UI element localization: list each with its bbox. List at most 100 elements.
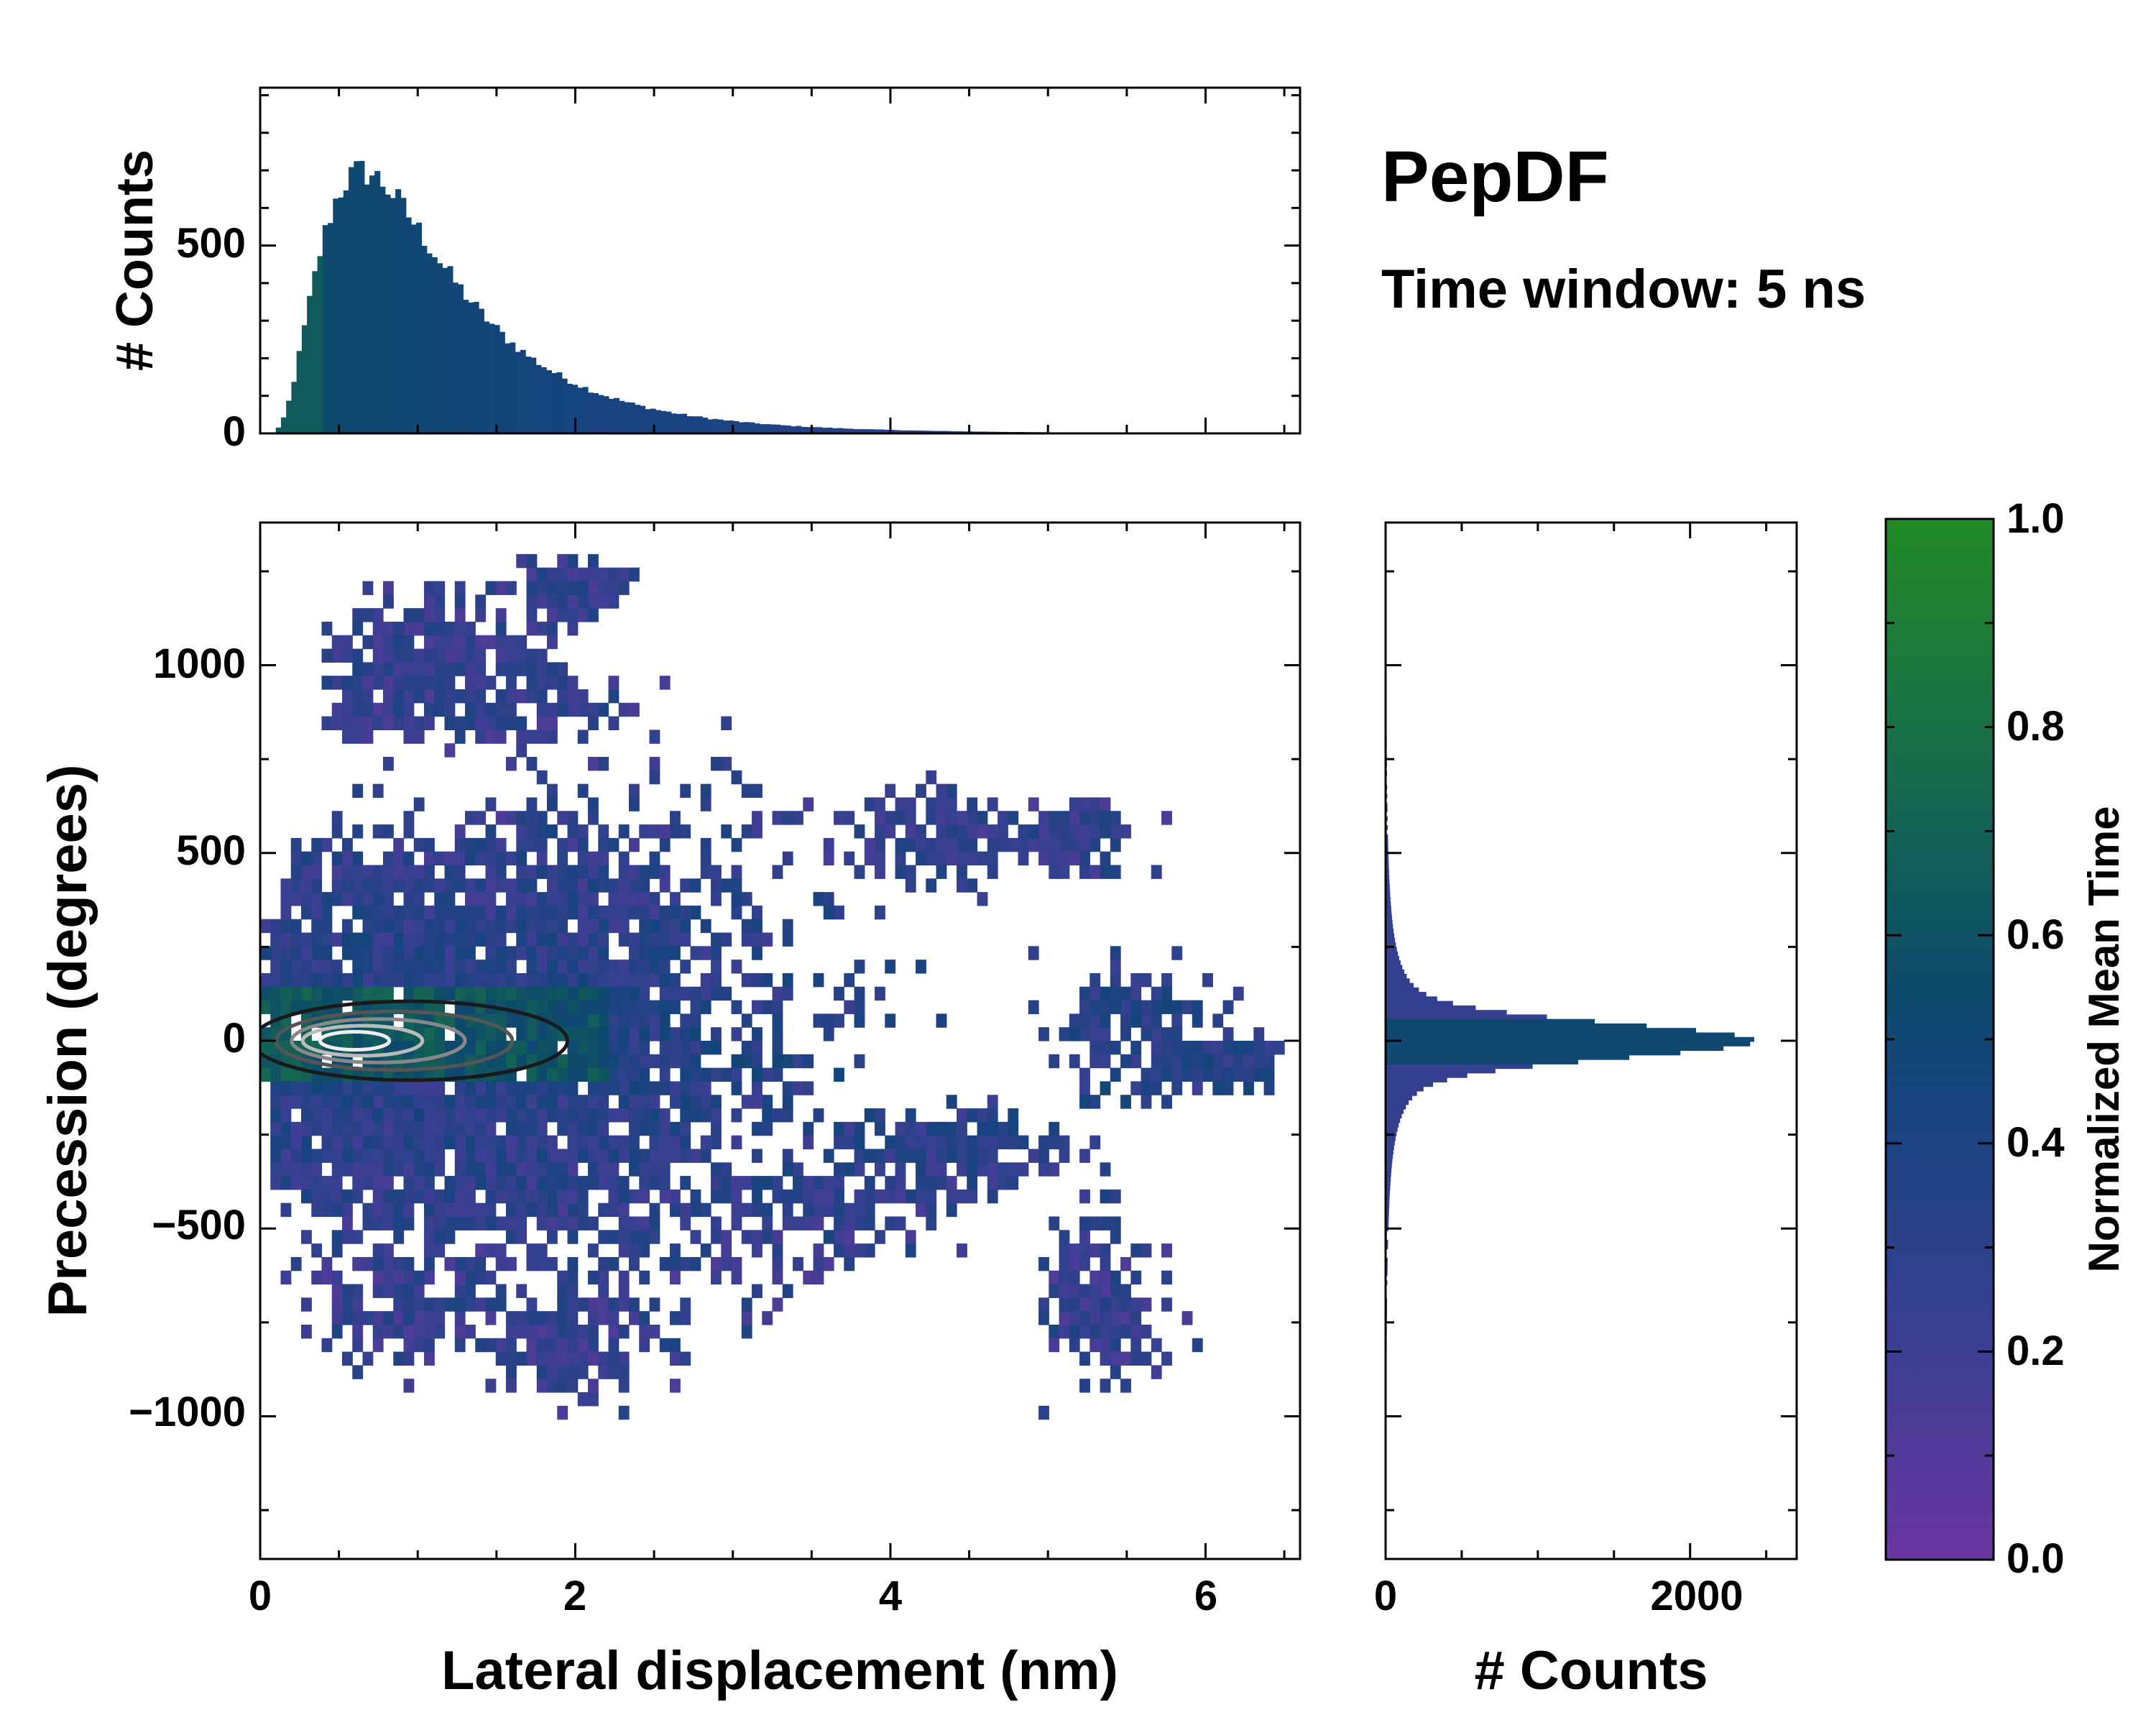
- right-hist-bar: [1386, 1072, 1468, 1078]
- right-hist-bar: [1386, 875, 1390, 880]
- main-cell: [311, 1189, 323, 1204]
- main-cell: [649, 1081, 660, 1095]
- main-cell: [403, 1284, 415, 1298]
- main-cell: [782, 932, 793, 947]
- main-cell: [1079, 1027, 1090, 1041]
- main-cell: [1100, 1311, 1111, 1325]
- main-cell: [547, 1162, 558, 1177]
- main-cell: [690, 1202, 701, 1218]
- right-hist-bar: [1386, 960, 1401, 965]
- main-cell: [659, 1189, 671, 1204]
- main-cell: [967, 824, 978, 839]
- right-hist-bar: [1386, 1018, 1595, 1024]
- main-cell: [577, 851, 589, 866]
- right-hist-bar: [1386, 1091, 1417, 1096]
- main-cell: [413, 716, 425, 730]
- main-cell: [465, 1297, 476, 1312]
- main-cell: [454, 837, 466, 852]
- main-cell: [752, 919, 763, 934]
- main-cell: [598, 1176, 609, 1190]
- main-cell: [752, 1202, 763, 1218]
- main-cell: [383, 824, 394, 839]
- main-cell: [752, 1054, 763, 1069]
- main-cell: [475, 892, 487, 906]
- top-hist-bar: [884, 429, 890, 433]
- main-cell: [588, 1379, 599, 1393]
- main-cell: [588, 1095, 599, 1109]
- main-cell: [270, 932, 282, 947]
- main-cell: [536, 1324, 548, 1339]
- main-cell: [711, 1067, 722, 1082]
- main-cell: [690, 1189, 701, 1204]
- main-cell: [618, 581, 630, 595]
- main-cell: [608, 837, 619, 852]
- main-cell: [762, 972, 773, 988]
- main-cell: [1171, 1013, 1183, 1028]
- main-cell: [321, 837, 333, 852]
- main-cell: [403, 1189, 415, 1204]
- main-cell: [895, 837, 906, 852]
- main-cell: [424, 1162, 435, 1177]
- main-cell: [752, 1067, 763, 1082]
- main-cell: [577, 594, 589, 609]
- main-plot-cells: [260, 553, 1285, 1420]
- main-cell: [588, 1067, 599, 1082]
- main-cell: [475, 986, 487, 1001]
- main-cell: [598, 1081, 609, 1095]
- main-cell: [567, 1108, 579, 1123]
- main-cell: [588, 594, 599, 609]
- main-cell: [577, 960, 589, 974]
- main-cell: [690, 1149, 701, 1163]
- main-cell: [823, 892, 834, 906]
- main-cell: [905, 1121, 916, 1136]
- main-cell: [588, 892, 599, 906]
- main-cell: [547, 1027, 558, 1041]
- main-cell: [629, 1108, 640, 1123]
- main-cell: [526, 1311, 538, 1325]
- main-cell: [618, 1095, 630, 1109]
- main-cell: [454, 689, 466, 704]
- chart-title: PepDF: [1381, 137, 1609, 217]
- main-cell: [383, 1162, 394, 1177]
- main-cell: [618, 1351, 630, 1366]
- main-cell: [526, 621, 538, 636]
- top-hist-bar: [275, 427, 282, 433]
- main-cell: [659, 837, 671, 852]
- main-cell: [588, 757, 599, 771]
- main-cell: [1049, 1338, 1060, 1353]
- right-hist-bar: [1386, 942, 1396, 947]
- main-cell: [1263, 1081, 1275, 1095]
- main-cell: [588, 1351, 599, 1366]
- main-cell: [987, 865, 998, 879]
- main-cell: [547, 1230, 558, 1244]
- main-cell: [1008, 837, 1019, 852]
- main-cell: [649, 1054, 660, 1069]
- main-cell: [506, 946, 517, 960]
- main-cell: [1100, 1054, 1111, 1069]
- main-cell: [731, 1256, 742, 1271]
- main-cell: [444, 1135, 456, 1150]
- main-cell: [536, 1000, 548, 1014]
- main-cell: [1100, 1013, 1111, 1028]
- top-hist-bar: [598, 395, 604, 433]
- main-cell: [1089, 1095, 1101, 1109]
- main-cell: [557, 905, 568, 920]
- main-cell: [639, 1054, 650, 1069]
- main-cell: [916, 1176, 926, 1190]
- main-cell: [987, 851, 998, 866]
- main-cell: [567, 1351, 579, 1366]
- main-cell: [577, 567, 589, 582]
- main-cell: [495, 1297, 507, 1312]
- main-cell: [608, 1162, 619, 1177]
- main-cell: [495, 1013, 507, 1028]
- main-cell: [352, 1189, 364, 1204]
- main-cell: [659, 972, 671, 988]
- main-cell: [639, 1095, 650, 1109]
- main-cell: [362, 1108, 374, 1123]
- main-cell: [577, 1189, 589, 1204]
- main-cell: [639, 1230, 650, 1244]
- top-hist-bar: [556, 372, 563, 433]
- main-cell: [434, 648, 446, 663]
- main-cell: [567, 567, 579, 582]
- main-cell: [608, 1202, 619, 1218]
